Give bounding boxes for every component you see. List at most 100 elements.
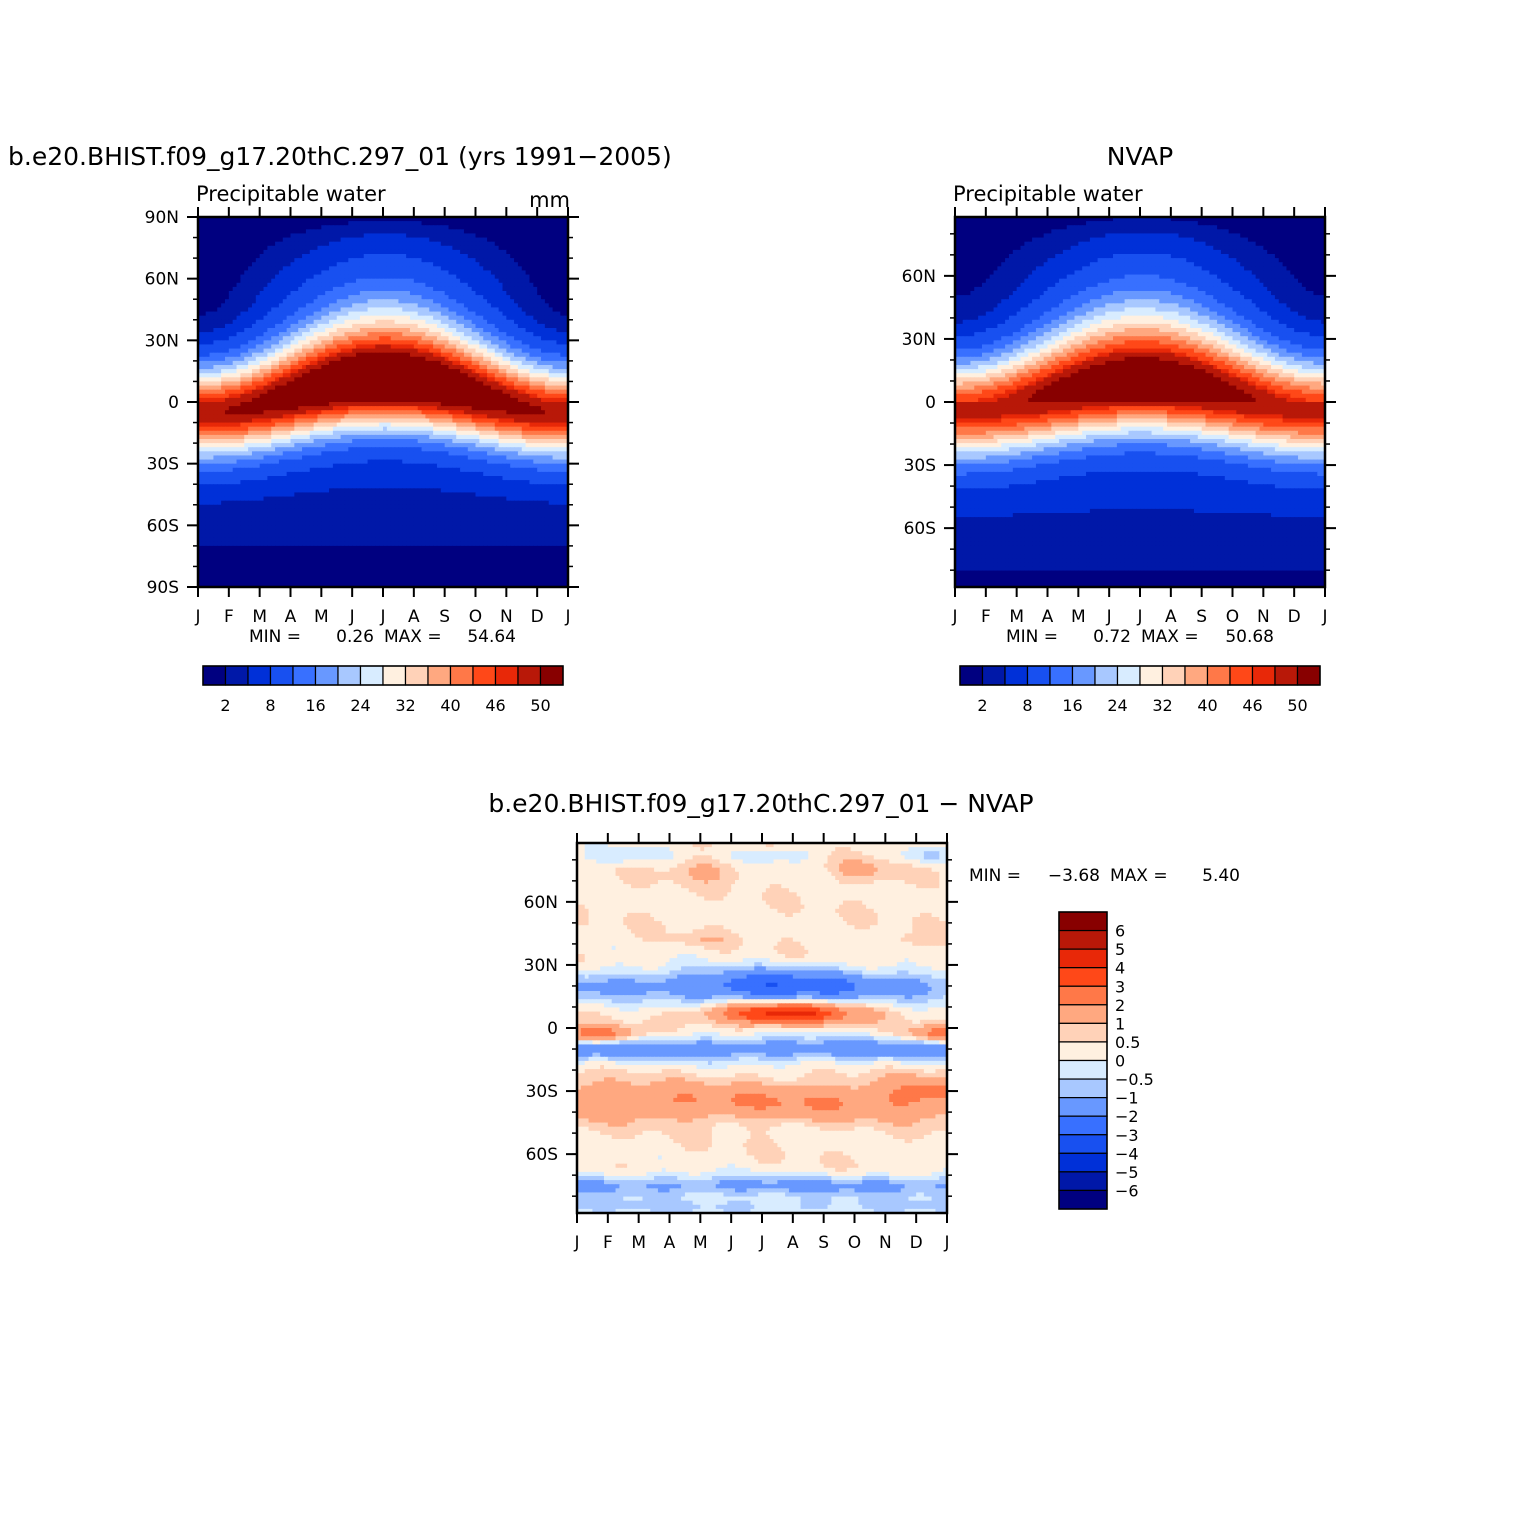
model-cell — [548, 225, 554, 230]
model-cell — [201, 418, 207, 424]
model-cell — [421, 229, 426, 235]
model-cell — [298, 291, 303, 296]
model-cell — [425, 282, 430, 288]
model-cell — [564, 291, 569, 296]
model-cell — [390, 225, 396, 230]
model-cell — [332, 406, 338, 411]
model-cell — [390, 426, 396, 432]
model-cell — [487, 295, 492, 300]
model-cell — [290, 369, 295, 374]
model-cell — [201, 307, 207, 313]
model-cell — [240, 282, 245, 288]
model-cell — [356, 360, 361, 366]
model-cell — [248, 385, 253, 391]
model-cell — [402, 221, 407, 226]
model-cell — [290, 245, 295, 251]
model-cell — [398, 291, 403, 296]
model-cell — [479, 373, 484, 378]
model-cell — [363, 307, 369, 313]
model-cell — [224, 397, 230, 403]
model-cell — [205, 307, 211, 313]
model-cell — [255, 323, 261, 329]
model-cell — [556, 369, 561, 374]
model-cell — [386, 319, 392, 325]
model-cell — [533, 299, 538, 304]
model-cell — [390, 402, 396, 407]
model-cell — [317, 344, 322, 350]
model-cell — [552, 323, 558, 329]
model-cell — [402, 373, 407, 378]
model-cell — [332, 422, 338, 428]
model-cell — [198, 356, 203, 362]
model-cell — [305, 426, 311, 432]
model-cell — [294, 249, 299, 255]
model-cell — [325, 266, 330, 272]
model-cell — [371, 397, 376, 403]
model-cell — [348, 402, 353, 407]
model-cell — [317, 311, 322, 317]
model-cell — [375, 307, 380, 313]
model-cell — [402, 418, 407, 424]
model-cell — [521, 245, 527, 251]
model-cell — [201, 217, 207, 222]
model-cell — [433, 402, 438, 407]
model-cell — [406, 410, 411, 415]
model-cell — [298, 369, 303, 374]
model-cell — [309, 356, 315, 362]
model-cell — [317, 274, 322, 280]
model-cell — [290, 307, 295, 313]
model-cell — [213, 225, 218, 230]
model-cell — [544, 336, 550, 341]
model-cell — [487, 291, 492, 296]
model-cell — [236, 332, 241, 337]
model-cell — [224, 365, 230, 370]
model-cell — [329, 369, 334, 374]
model-cell — [448, 278, 453, 284]
model-cell — [248, 229, 253, 235]
model-cell — [537, 270, 542, 276]
model-cell — [367, 336, 373, 341]
model-cell — [317, 402, 322, 407]
model-cell — [325, 229, 330, 235]
model-cell — [398, 319, 403, 325]
model-cell — [332, 389, 338, 395]
model-cell — [409, 389, 415, 395]
model-cell — [278, 303, 284, 309]
model-cell — [502, 282, 507, 288]
model-cell — [263, 340, 268, 346]
model-cell — [336, 369, 342, 374]
model-cell — [271, 254, 276, 259]
model-cell — [267, 295, 272, 300]
model-cell — [313, 295, 319, 300]
model-cell — [251, 291, 257, 296]
model-cell — [313, 278, 319, 284]
model-cell — [271, 291, 276, 296]
model-cell — [537, 414, 542, 420]
model-cell — [421, 397, 426, 403]
model-cell — [240, 414, 245, 420]
model-cell — [352, 348, 357, 354]
model-cell — [275, 332, 280, 337]
model-cell — [375, 373, 380, 378]
model-cell — [444, 278, 450, 284]
model-cell — [556, 418, 561, 424]
model-cell — [494, 270, 500, 276]
model-cell — [344, 389, 349, 395]
model-cell — [394, 323, 400, 329]
model-cell — [232, 282, 238, 288]
model-cell — [298, 397, 303, 403]
model-cell — [267, 340, 272, 346]
model-cell — [282, 291, 288, 296]
model-cell — [352, 344, 357, 350]
model-cell — [390, 356, 396, 362]
model-cell — [198, 365, 203, 370]
model-cell — [321, 385, 326, 391]
model-cell — [471, 245, 477, 251]
model-cell — [329, 389, 334, 395]
model-cell — [221, 237, 226, 243]
model-cell — [525, 410, 531, 415]
model-cell — [483, 385, 488, 391]
model-cell — [363, 389, 369, 395]
model-cell — [467, 381, 473, 387]
model-cell — [290, 278, 295, 284]
